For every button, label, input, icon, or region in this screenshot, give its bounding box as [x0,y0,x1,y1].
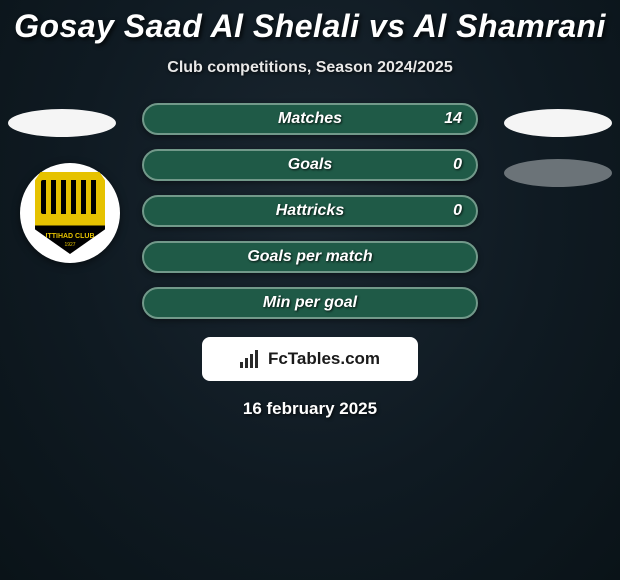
stat-label: Matches [278,110,342,128]
source-logo: FcTables.com [202,337,418,381]
bar-chart-icon [240,350,262,368]
ellipse-right-mid [504,159,612,187]
date-label: 16 february 2025 [0,399,620,419]
page-title: Gosay Saad Al Shelali vs Al Shamrani [0,8,620,45]
stat-label: Goals [288,156,332,174]
badge-year: 1927 [64,242,75,248]
stat-bar-goals: Goals 0 [142,149,478,181]
logo-text: FcTables.com [268,349,380,369]
subtitle: Club competitions, Season 2024/2025 [0,59,620,77]
badge-club-name: ITTIHAD CLUB [46,233,95,241]
main-area: ITTIHAD CLUB 1927 Matches 14 Goals 0 Hat… [0,103,620,419]
content-wrapper: Gosay Saad Al Shelali vs Al Shamrani Clu… [0,0,620,580]
stat-value: 0 [453,156,462,174]
ellipse-left-top [8,109,116,137]
stat-rows: Matches 14 Goals 0 Hattricks 0 Goals per… [142,103,478,319]
badge-shield: ITTIHAD CLUB 1927 [35,172,105,254]
badge-stripes [41,180,99,214]
stat-label: Hattricks [276,202,344,220]
ellipse-right-top [504,109,612,137]
stat-value: 14 [444,110,462,128]
stat-bar-matches: Matches 14 [142,103,478,135]
stat-label: Goals per match [247,248,372,266]
stat-value: 0 [453,202,462,220]
stat-bar-min-per-goal: Min per goal [142,287,478,319]
club-badge: ITTIHAD CLUB 1927 [20,163,120,263]
stat-bar-goals-per-match: Goals per match [142,241,478,273]
stat-label: Min per goal [263,294,357,312]
stat-bar-hattricks: Hattricks 0 [142,195,478,227]
